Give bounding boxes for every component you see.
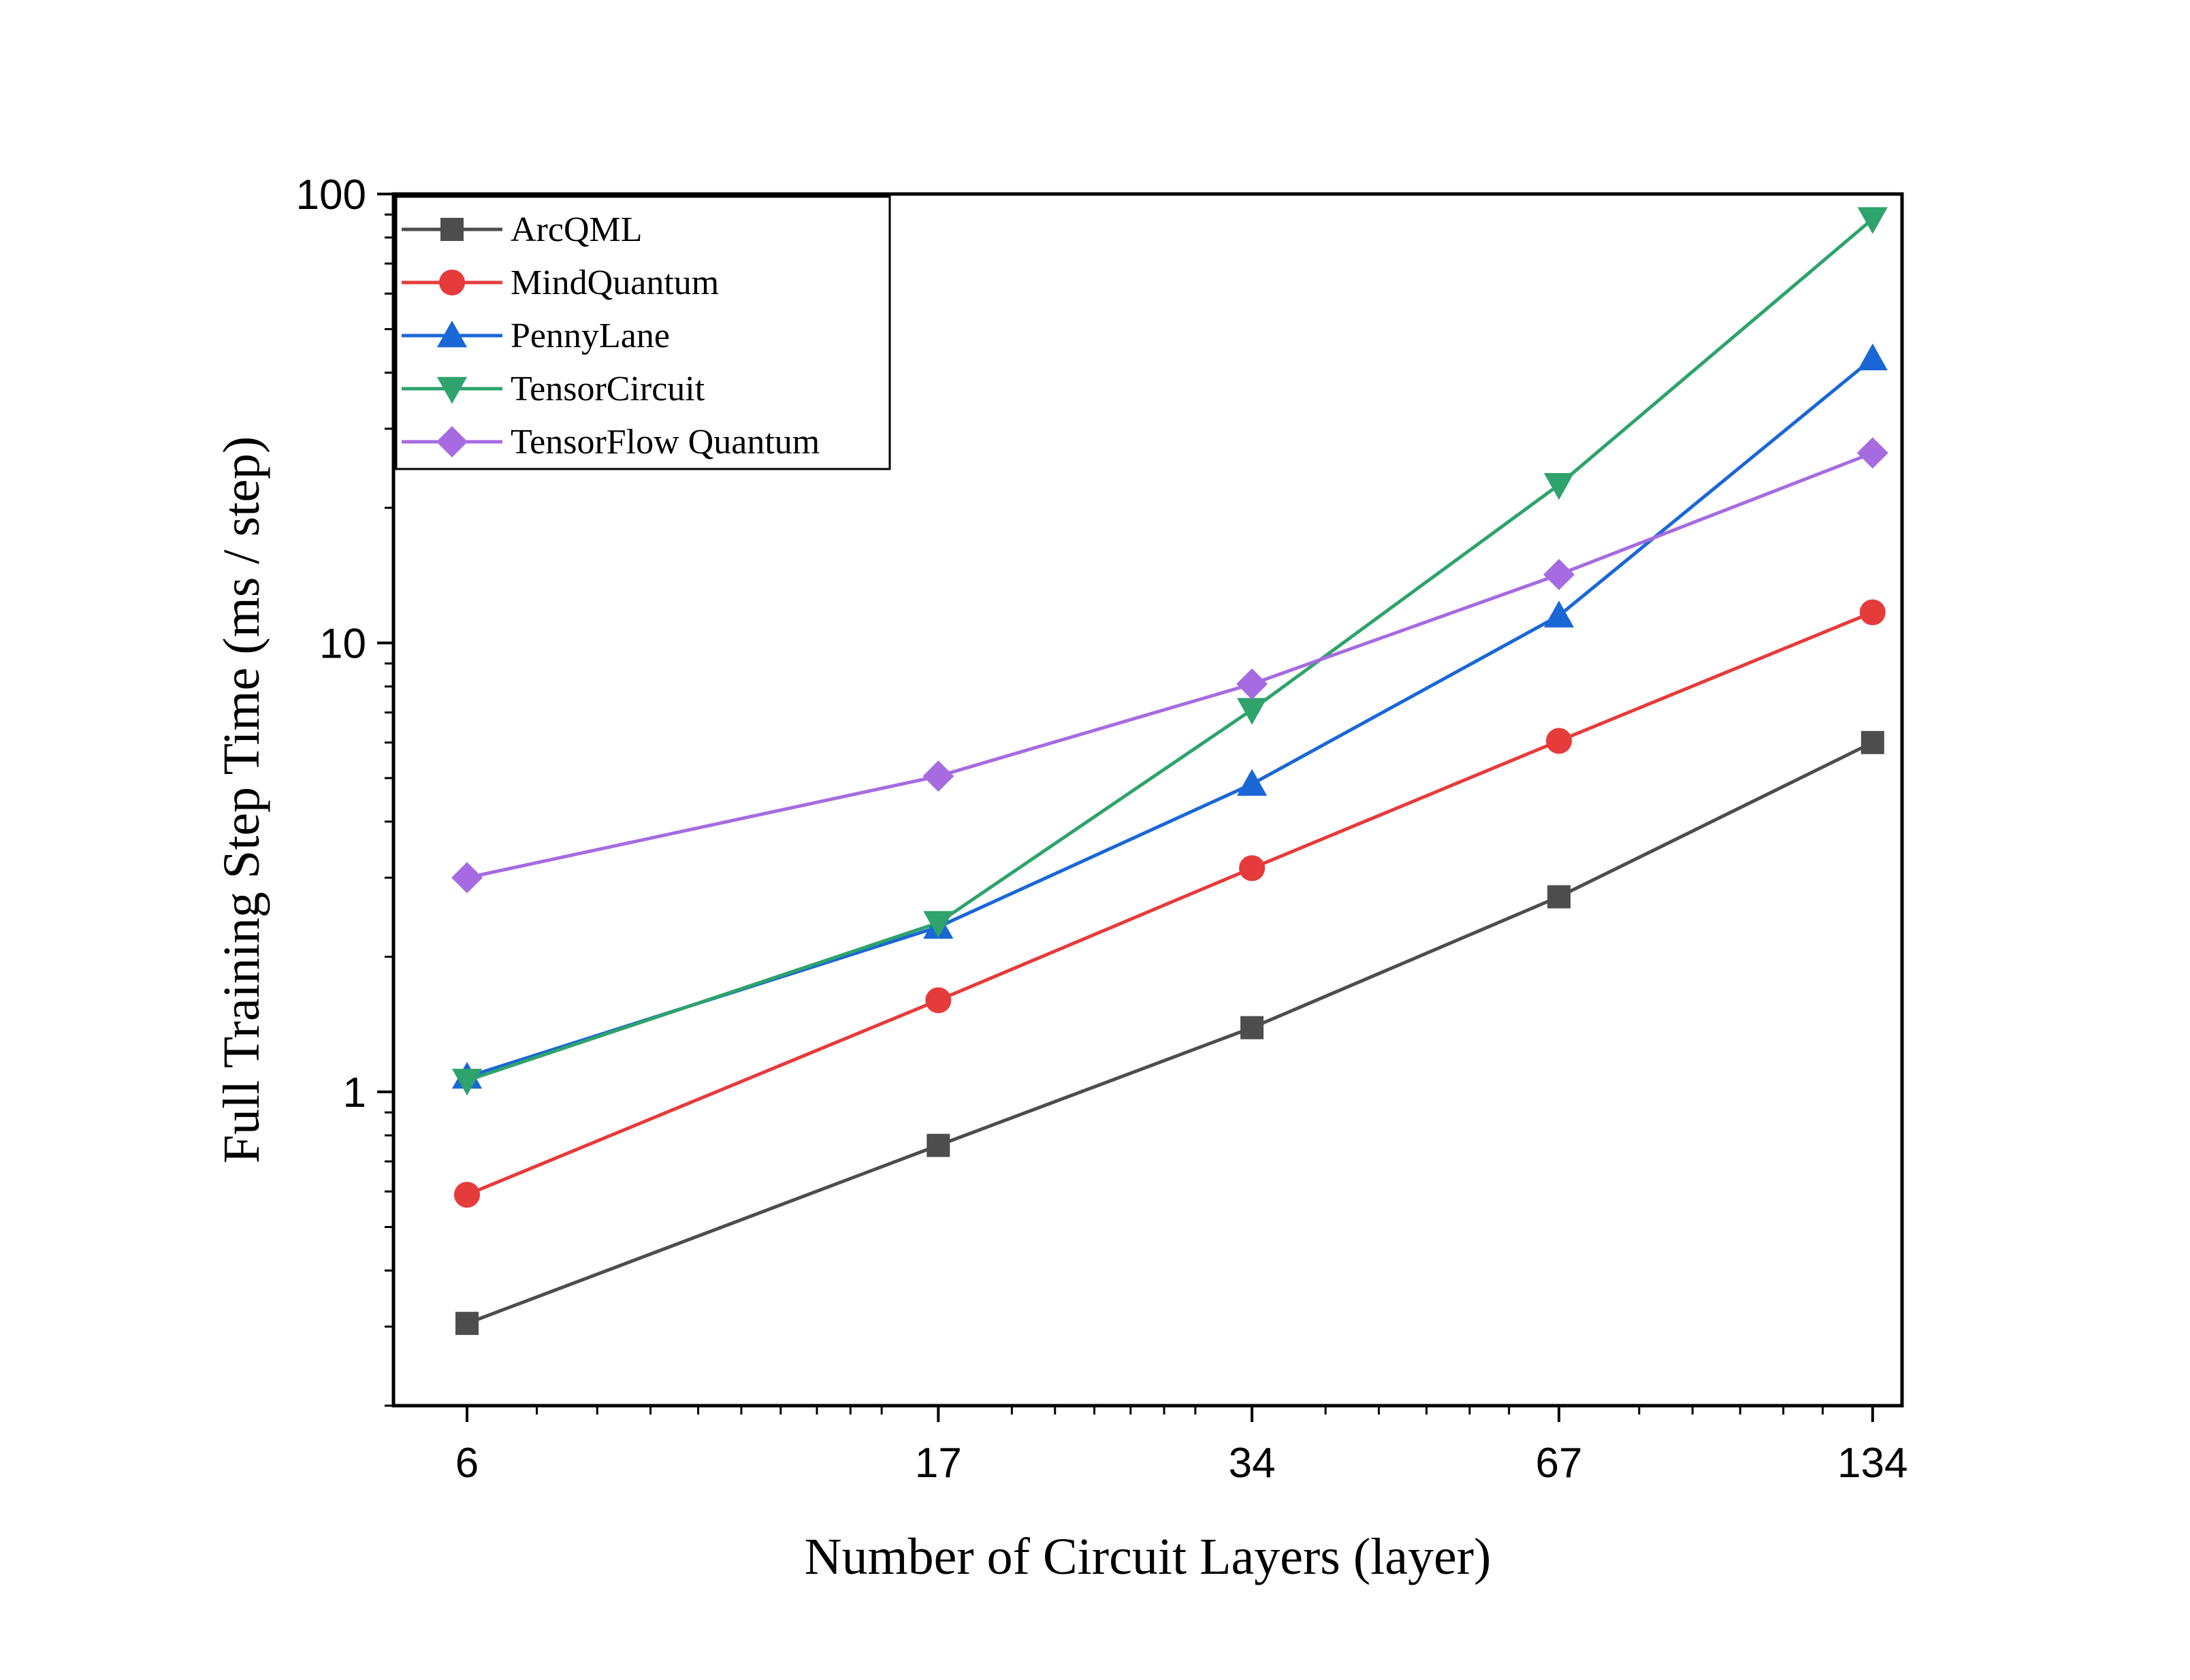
data-point-tensorcircuit [923, 911, 954, 938]
legend-label-pennylane: PennyLane [511, 317, 670, 355]
legend-label-tensorcircuit: TensorCircuit [511, 370, 705, 408]
data-point-pennylane [1857, 343, 1888, 370]
data-point-tensorcircuit [1237, 698, 1268, 725]
data-point-tensorcircuit [1857, 207, 1888, 234]
data-point-pennylane [1543, 600, 1575, 628]
legend-marker-tensorflow-quantum [436, 426, 468, 457]
x-axis-title: Number of Circuit Layers (layer) [805, 1528, 1492, 1585]
data-point-arcqml [1547, 885, 1571, 909]
legend-marker-arcqml [440, 218, 464, 241]
data-point-mindquantum [925, 987, 952, 1014]
y-tick-label: 1 [343, 1069, 366, 1116]
series-markers [451, 207, 1888, 1336]
major-ticks [377, 193, 1874, 1422]
data-point-tensorflow-quantum [1236, 668, 1268, 700]
x-tick-label: 6 [455, 1440, 479, 1487]
legend-label-mindquantum: MindQuantum [511, 263, 719, 302]
legend: ArcQML MindQuantum PennyLane TensorCircuit T… [395, 195, 891, 470]
data-point-tensorflow-quantum [1543, 559, 1575, 591]
data-point-tensorcircuit [451, 1069, 483, 1096]
y-tick-label: 100 [296, 172, 366, 219]
plot-frame [391, 192, 1904, 1408]
y-tick-label: 10 [319, 621, 366, 668]
data-point-tensorflow-quantum [451, 862, 483, 894]
data-point-pennylane [1237, 769, 1268, 796]
data-point-tensorflow-quantum [1856, 437, 1888, 469]
legend-label-arcqml: ArcQML [511, 210, 643, 249]
data-point-mindquantum [1545, 728, 1573, 754]
data-point-arcqml [455, 1312, 479, 1336]
data-point-mindquantum [1859, 599, 1886, 626]
x-tick-label: 34 [1229, 1440, 1276, 1487]
legend-label-tensorflow-quantum: TensorFlow Quantum [511, 423, 820, 462]
tick-labels: 6 17 34 67 134 1 10 100 [296, 172, 1908, 1487]
legend-marker-pennylane [436, 320, 468, 348]
data-point-arcqml [1240, 1016, 1264, 1039]
data-point-mindquantum [1239, 855, 1266, 882]
data-point-arcqml [1861, 730, 1884, 754]
data-point-arcqml [927, 1133, 950, 1157]
data-point-tensorflow-quantum [922, 760, 954, 792]
data-point-tensorcircuit [1543, 473, 1575, 500]
x-tick-label: 17 [915, 1440, 962, 1487]
legend-marker-tensorcircuit [436, 376, 468, 404]
y-axis-title: Full Training Step Time (ms / step) [213, 436, 270, 1163]
x-tick-label: 134 [1837, 1440, 1907, 1487]
legend-marker-mindquantum [438, 269, 466, 296]
x-tick-label: 67 [1536, 1440, 1583, 1487]
data-point-mindquantum [453, 1182, 481, 1208]
legend-frame [395, 195, 891, 470]
